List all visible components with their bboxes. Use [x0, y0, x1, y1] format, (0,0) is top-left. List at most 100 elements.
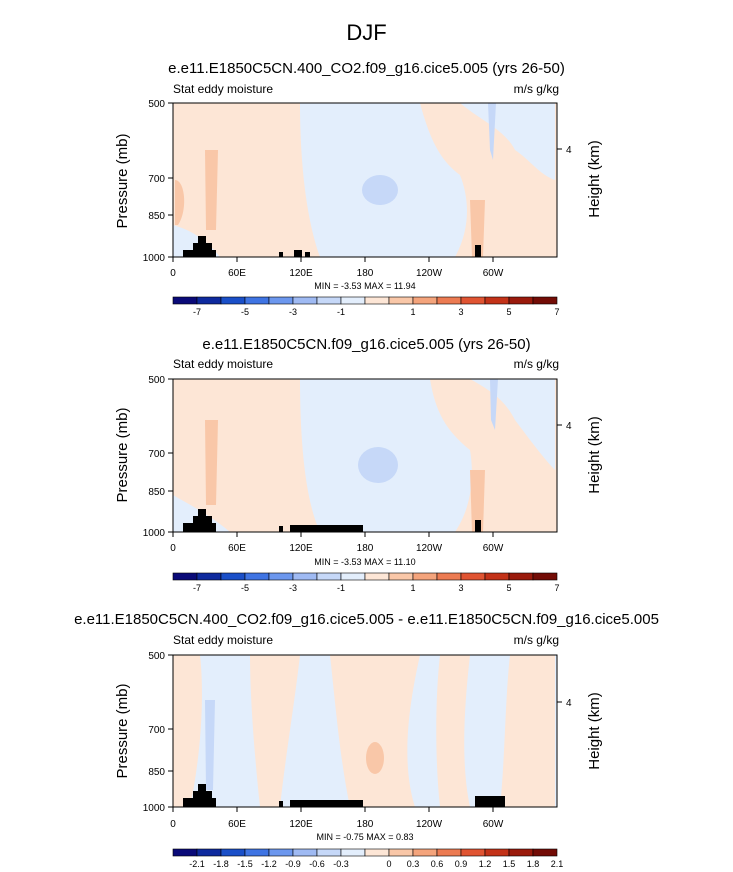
panel-3-colorbar: -2.1 -1.8 -1.5 -1.2 -0.9 -0.6 -0.3 0 0.3 0.6 0.9 1.… [172, 848, 564, 869]
panel-1-xtick-0: 0 [170, 268, 176, 279]
panel-3-positive-band-3 [436, 655, 470, 807]
colorbar-3-box-13 [484, 848, 510, 857]
panel-2-topo-a [279, 526, 283, 532]
panel-2-positive-streak [205, 420, 218, 505]
colorbar-3-label: 1.2 [479, 859, 492, 869]
colorbar-2-label: 3 [458, 583, 463, 593]
colorbar-1-label: 1 [410, 307, 415, 317]
panel-2-minmax: MIN = -3.53 MAX = 11.10 [314, 557, 415, 567]
panel-2-topography [183, 509, 481, 532]
panel-1-ytick-500: 500 [148, 99, 165, 110]
panel-2-topo-himalaya [183, 509, 216, 532]
panel-1-xtick-60e: 60E [228, 268, 246, 279]
panel-3-positive-west [173, 655, 202, 807]
panel-3-xtick-180: 180 [357, 819, 374, 830]
panel-1-xtick-120e: 120E [289, 268, 313, 279]
panel-2-minimum-streak [490, 379, 498, 430]
panel-3-title: e.e11.E1850C5CN.400_CO2.f09_g16.cice5.00… [74, 611, 659, 628]
panel-1-minmax: MIN = -3.53 MAX = 11.94 [314, 281, 415, 291]
panel-3-tick-marks [168, 654, 562, 812]
panel-2-ytick-700: 700 [148, 449, 165, 460]
panel-2-variable-label: Stat eddy moisture [173, 357, 274, 371]
colorbar-1-label: -5 [241, 307, 249, 317]
panel-1-xtick-180: 180 [357, 268, 374, 279]
colorbar-3-label: -1.8 [213, 859, 229, 869]
panel-2-positive-streak-2 [470, 470, 485, 532]
panel-1-positive-edge [175, 180, 185, 225]
panel-3-topo-antarctic [290, 800, 363, 807]
colorbar-2-label: -1 [337, 583, 345, 593]
colorbar-3-label: -2.1 [189, 859, 205, 869]
colorbar-3-box-6 [316, 848, 342, 857]
panel-1-topo-andes [475, 245, 481, 257]
colorbar-3-label: 2.1 [551, 859, 564, 869]
colorbar-3-box-7 [340, 848, 366, 857]
panel-3-xtick-0: 0 [170, 819, 176, 830]
panel-2-xtick-120e: 120E [289, 543, 313, 554]
panel-3-variable-label: Stat eddy moisture [173, 633, 274, 647]
colorbar-1-label: 7 [554, 307, 559, 317]
colorbar-3-box-8 [364, 848, 390, 857]
colorbar-2-label: -7 [193, 583, 201, 593]
panel-1-units-label: m/s g/kg [513, 82, 559, 96]
colorbar-3-label: 0.6 [431, 859, 444, 869]
panel-3-xtick-120w: 120W [416, 819, 443, 830]
colorbar-3-box-14 [508, 848, 534, 857]
panel-3-topo-himalaya [183, 784, 216, 807]
panel-2-xtick-0: 0 [170, 543, 176, 554]
panel-2-field [173, 379, 557, 532]
panel-2-colorbar: -7 -5 -3 -1 1 3 5 7 [172, 572, 560, 593]
panel-2-tick-marks [168, 378, 562, 537]
colorbar-2-box-15 [532, 572, 558, 581]
panel-1-positive-streak-2 [470, 200, 485, 257]
colorbar-3-label: -1.5 [237, 859, 253, 869]
panel-3-negative-streak [205, 700, 215, 790]
panel-1-y2tick-4: 4 [566, 145, 572, 156]
panel-1-ytick-850: 850 [148, 211, 165, 222]
colorbar-3-label: 1.5 [503, 859, 516, 869]
panel-3-ytick-850: 850 [148, 767, 165, 778]
panel-1-topo-c [305, 252, 310, 257]
panel-1-field [173, 103, 557, 257]
panel-2-topo-andes [475, 520, 481, 532]
panel-1-topo-b [294, 250, 302, 257]
colorbar-3-box-1 [196, 848, 222, 857]
panel-1-negative-region-east [460, 103, 555, 180]
panel-3-maximum-blob [366, 742, 384, 774]
panel-2-tick-labels: 500 700 850 1000 4 0 60E 120E 180 120W 6… [143, 375, 572, 567]
colorbar-3-box-4 [268, 848, 294, 857]
panel-3-units-label: m/s g/kg [513, 633, 559, 647]
colorbar-3-box-9 [388, 848, 414, 857]
panel-1-colorbar: -7 -5 -3 -1 1 3 5 7 [172, 296, 560, 317]
colorbar-3-box-5 [292, 848, 318, 857]
panel-3-ytick-1000: 1000 [143, 803, 166, 814]
colorbar-2-label: 5 [506, 583, 511, 593]
panel-3-topo-a [279, 801, 283, 807]
colorbar-3-label: 0 [386, 859, 391, 869]
panel-1-minimum-blob [362, 175, 398, 205]
colorbar-3-box-12 [460, 848, 486, 857]
panel-2-title: e.e11.E1850C5CN.f09_g16.cice5.005 (yrs 2… [202, 336, 531, 353]
colorbar-3-box-2 [220, 848, 246, 857]
colorbar-3-box-3 [244, 848, 270, 857]
panel-3-positive-band-2 [330, 655, 420, 807]
panel-1-xtick-60w: 60W [483, 268, 504, 279]
panel-3-ytick-500: 500 [148, 651, 165, 662]
colorbar-3-label: 0.3 [407, 859, 420, 869]
panel-2-xtick-180: 180 [357, 543, 374, 554]
colorbar-3-label: -0.9 [285, 859, 301, 869]
colorbar-3-label: -0.3 [333, 859, 349, 869]
panel-3-topo-andes [475, 796, 505, 807]
panel-2-ytick-1000: 1000 [143, 528, 166, 539]
panel-1-minimum-streak [488, 103, 496, 160]
panel-1-tick-marks [168, 102, 562, 262]
panel-1-topo-himalaya [183, 236, 216, 257]
colorbar-3-label: -1.2 [261, 859, 277, 869]
colorbar-1-box-15 [532, 296, 558, 305]
panel-1-variable-label: Stat eddy moisture [173, 82, 274, 96]
panel-3-tick-labels: 500 700 850 1000 4 0 60E 120E 180 120W 6… [143, 651, 572, 842]
panel-3-positive-band-1 [250, 655, 300, 807]
panel-3-minmax: MIN = -0.75 MAX = 0.83 [316, 832, 413, 842]
panel-1-positive-streak [205, 150, 218, 230]
